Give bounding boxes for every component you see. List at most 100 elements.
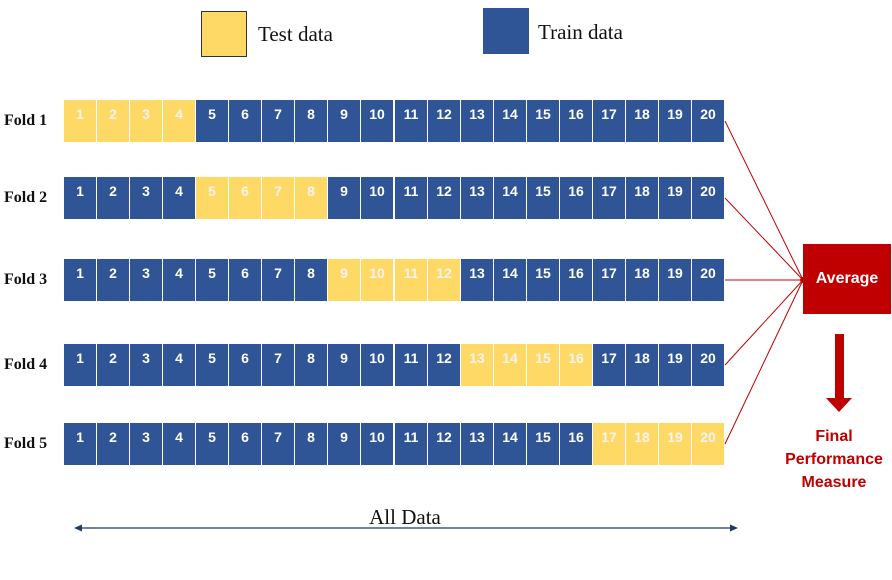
- fold-label: Fold 3: [4, 271, 48, 288]
- connector-line: [724, 120, 804, 281]
- test-cell: 17: [593, 423, 625, 465]
- train-cell: 3: [130, 423, 162, 465]
- legend-train-swatch: [483, 8, 529, 54]
- train-cell: 10: [361, 344, 393, 386]
- train-cell: 17: [593, 259, 625, 301]
- final-line: Measure: [801, 474, 867, 491]
- train-cell: 16: [560, 259, 592, 301]
- train-cell: 12: [428, 100, 460, 142]
- train-cell: 4: [163, 344, 195, 386]
- test-cell: 12: [428, 259, 460, 301]
- average-label: Average: [815, 270, 879, 287]
- train-cell: 6: [229, 344, 261, 386]
- fold-row: 1 2 3 4 5 6 7 8 9 10 11 12 13 14 15 16 17 18 19 20: [64, 259, 725, 301]
- test-cell: 20: [692, 423, 724, 465]
- test-cell: 18: [626, 423, 658, 465]
- train-cell: 2: [97, 423, 129, 465]
- train-cell: 14: [494, 100, 526, 142]
- train-cell: 4: [163, 177, 195, 219]
- fold-row: 1 2 3 4 5 6 7 8 9 10 11 12 13 14 15 16 17 18 19 20: [64, 423, 725, 465]
- train-cell: 1: [64, 259, 96, 301]
- train-cell: 5: [196, 423, 228, 465]
- legend-test-label: Test data: [258, 22, 333, 46]
- train-cell: 1: [64, 177, 96, 219]
- test-cell: 4: [163, 100, 195, 142]
- train-cell: 17: [593, 177, 625, 219]
- test-cell: 16: [560, 344, 592, 386]
- train-cell: 12: [428, 423, 460, 465]
- train-cell: 15: [527, 100, 559, 142]
- final-line: Performance: [785, 451, 883, 468]
- train-cell: 8: [295, 423, 327, 465]
- test-cell: 3: [130, 100, 162, 142]
- legend-test-swatch: [201, 11, 247, 57]
- train-cell: 18: [626, 177, 658, 219]
- fold-label: Fold 5: [4, 435, 48, 452]
- train-cell: 7: [262, 259, 294, 301]
- train-cell: 18: [626, 259, 658, 301]
- train-cell: 17: [593, 100, 625, 142]
- test-cell: 7: [262, 177, 294, 219]
- connector-line: [724, 279, 804, 366]
- test-cell: 1: [64, 100, 96, 142]
- train-cell: 15: [527, 177, 559, 219]
- train-cell: 20: [692, 259, 724, 301]
- train-cell: 9: [328, 344, 360, 386]
- test-cell: 11: [395, 259, 427, 301]
- train-cell: 13: [461, 177, 493, 219]
- train-cell: 12: [428, 177, 460, 219]
- train-cell: 13: [461, 259, 493, 301]
- train-cell: 12: [428, 344, 460, 386]
- train-cell: 7: [262, 100, 294, 142]
- fold-label: Fold 2: [4, 189, 48, 206]
- test-cell: 15: [527, 344, 559, 386]
- train-cell: 20: [692, 100, 724, 142]
- train-cell: 10: [361, 177, 393, 219]
- connector-line: [724, 197, 804, 281]
- train-cell: 18: [626, 100, 658, 142]
- train-cell: 17: [593, 344, 625, 386]
- train-cell: 6: [229, 259, 261, 301]
- train-cell: 11: [395, 423, 427, 465]
- train-cell: 14: [494, 423, 526, 465]
- train-cell: 20: [692, 344, 724, 386]
- train-cell: 5: [196, 344, 228, 386]
- train-cell: 6: [229, 100, 261, 142]
- train-cell: 11: [395, 177, 427, 219]
- train-cell: 13: [461, 423, 493, 465]
- train-cell: 7: [262, 344, 294, 386]
- all-data-label: All Data: [369, 505, 441, 529]
- final-line: Final: [815, 428, 853, 445]
- train-cell: 2: [97, 259, 129, 301]
- test-cell: 19: [659, 423, 691, 465]
- train-cell: 18: [626, 344, 658, 386]
- train-cell: 19: [659, 259, 691, 301]
- fold-label: Fold 1: [4, 112, 48, 129]
- train-cell: 3: [130, 259, 162, 301]
- train-cell: 5: [196, 259, 228, 301]
- test-cell: 9: [328, 259, 360, 301]
- train-cell: 19: [659, 177, 691, 219]
- train-cell: 1: [64, 344, 96, 386]
- train-cell: 1: [64, 423, 96, 465]
- train-cell: 6: [229, 423, 261, 465]
- train-cell: 7: [262, 423, 294, 465]
- fold-row: 1 2 3 4 5 6 7 8 9 10 11 12 13 14 15 16 17 18 19 20: [64, 100, 725, 142]
- train-cell: 9: [328, 177, 360, 219]
- train-cell: 14: [494, 259, 526, 301]
- connector-line: [724, 279, 804, 445]
- train-cell: 4: [163, 259, 195, 301]
- test-cell: 10: [361, 259, 393, 301]
- train-cell: 11: [395, 344, 427, 386]
- train-cell: 15: [527, 423, 559, 465]
- train-cell: 9: [328, 100, 360, 142]
- train-cell: 10: [361, 100, 393, 142]
- test-cell: 6: [229, 177, 261, 219]
- fold-row: 1 2 3 4 5 6 7 8 9 10 11 12 13 14 15 16 17 18 19 20: [64, 177, 725, 219]
- test-cell: 14: [494, 344, 526, 386]
- legend-train-label: Train data: [538, 20, 623, 44]
- train-cell: 11: [395, 100, 427, 142]
- train-cell: 8: [295, 100, 327, 142]
- train-cell: 2: [97, 344, 129, 386]
